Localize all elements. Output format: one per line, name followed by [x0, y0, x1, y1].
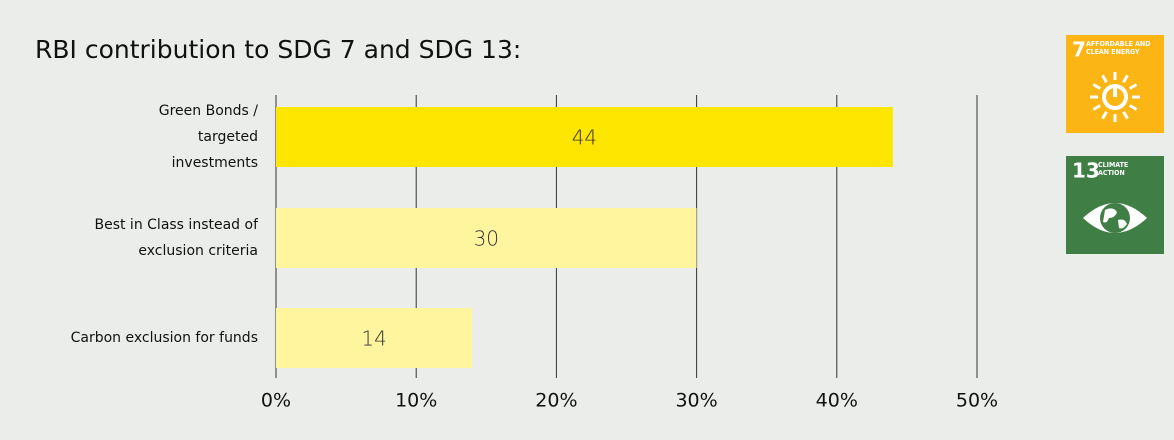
sun-ray	[1101, 74, 1108, 84]
sun-ray	[1101, 110, 1108, 120]
category-label-box: Carbon exclusion for funds	[70, 330, 258, 346]
sdg-number: 13	[1072, 159, 1100, 183]
bar	[276, 308, 473, 368]
x-tick-label: 10%	[395, 390, 437, 412]
chart-title: RBI contribution to SDG 7 and SDG 13:	[35, 35, 521, 64]
sdg-label: AFFORDABLE AND CLEAN ENERGY	[1086, 40, 1151, 56]
sdg-number: 7	[1072, 38, 1086, 62]
sdg-label: CLIMATE ACTION	[1098, 161, 1129, 177]
sdg-label-box: CLIMATE ACTION	[1098, 161, 1129, 177]
x-tick-label: 0%	[261, 390, 291, 412]
sun-ray	[1122, 110, 1129, 120]
x-tick-label: 50%	[956, 390, 998, 412]
x-tick-label: 30%	[675, 390, 717, 412]
y-tick-label: Green Bonds / targeted investments	[158, 103, 258, 171]
bar	[276, 208, 697, 268]
sun-ray	[1092, 83, 1102, 90]
data-label: 14	[361, 327, 386, 351]
sdg-label-box: AFFORDABLE AND CLEAN ENERGY	[1086, 40, 1151, 56]
sun-ray	[1122, 74, 1129, 84]
x-tick-label: 40%	[816, 390, 858, 412]
land	[1103, 208, 1127, 229]
sun-ray	[1128, 83, 1138, 90]
x-tick-label: 20%	[535, 390, 577, 412]
bar	[276, 107, 893, 167]
sun-ray	[1092, 104, 1102, 111]
category-label-box: Green Bonds / targeted investments	[158, 103, 258, 171]
category-label-box: Best in Class instead of exclusion crite…	[94, 217, 258, 259]
data-label: 44	[572, 126, 597, 150]
y-tick-label: Best in Class instead of exclusion crite…	[94, 217, 258, 259]
sun-ray	[1128, 104, 1138, 111]
y-tick-label: Carbon exclusion for funds	[70, 330, 258, 346]
data-label: 30	[474, 227, 499, 251]
